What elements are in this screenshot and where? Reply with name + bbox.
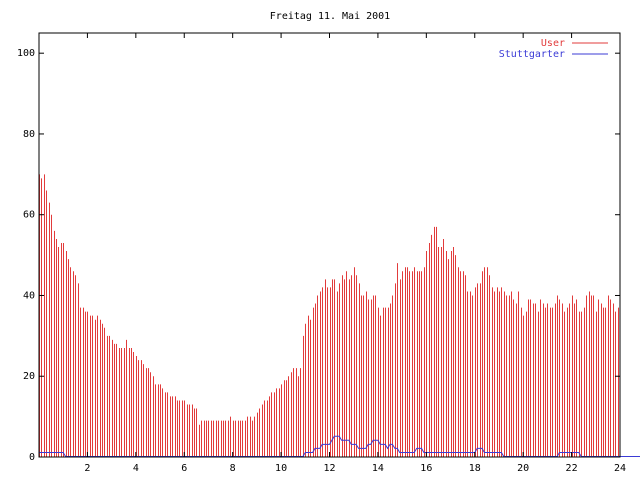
x-tick-label: 10 <box>275 463 287 474</box>
y-tick-label: 0 <box>29 452 35 463</box>
x-tick-label: 14 <box>372 463 384 474</box>
y-tick-label: 100 <box>17 48 35 59</box>
y-tick-label: 80 <box>23 129 35 140</box>
x-tick-label: 4 <box>133 463 139 474</box>
x-tick-label: 2 <box>84 463 90 474</box>
y-tick-label: 20 <box>23 371 35 382</box>
x-tick-label: 22 <box>566 463 578 474</box>
user-bars <box>39 174 619 457</box>
legend-stuttgarter-label: Stuttgarter <box>499 49 565 60</box>
legend: User Stuttgarter <box>499 38 608 60</box>
x-tick-label: 24 <box>614 463 626 474</box>
y-axis: 0 20 40 60 80 100 <box>17 48 620 463</box>
x-axis: 2 4 6 8 10 12 14 16 18 20 22 24 <box>84 33 626 474</box>
legend-user-label: User <box>541 38 565 49</box>
x-tick-label: 12 <box>323 463 335 474</box>
x-tick-label: 8 <box>230 463 236 474</box>
x-tick-label: 20 <box>517 463 529 474</box>
y-tick-label: 60 <box>23 210 35 221</box>
x-tick-label: 16 <box>420 463 432 474</box>
x-tick-label: 6 <box>181 463 187 474</box>
x-tick-label: 18 <box>469 463 481 474</box>
chart-title: Freitag 11. Mai 2001 <box>270 11 390 22</box>
y-tick-label: 40 <box>23 290 35 301</box>
